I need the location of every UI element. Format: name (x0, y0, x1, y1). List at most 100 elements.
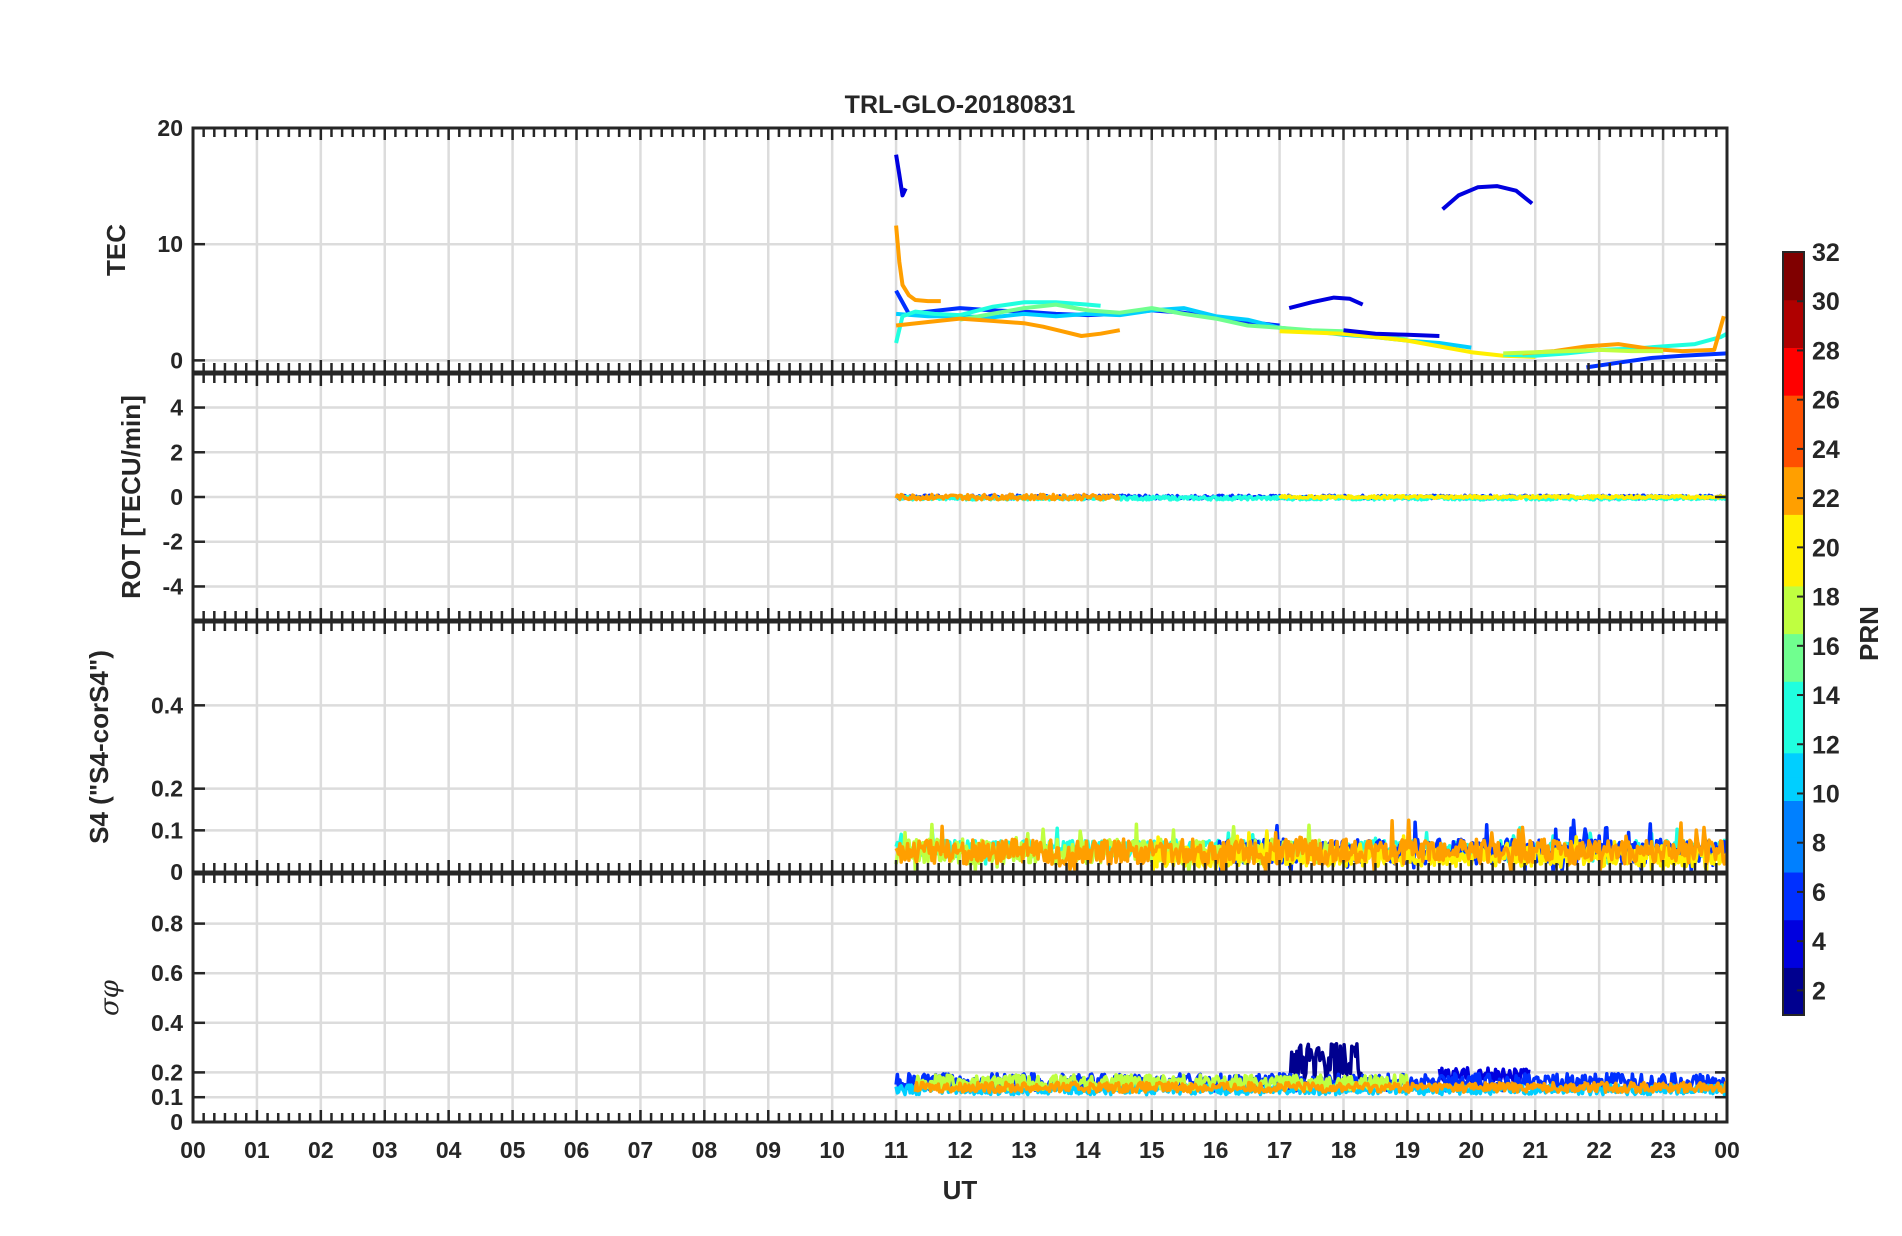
x-tick-label: 19 (1395, 1137, 1421, 1163)
colorbar-segment (1783, 967, 1804, 992)
series-line-prn-3 (1441, 184, 1534, 211)
series-line-prn-3 (894, 154, 908, 198)
colorbar-tick-label: 6 (1812, 879, 1826, 907)
colorbar-segment (1783, 800, 1804, 825)
y-tick-label: 0.4 (151, 692, 183, 718)
series-line-prn-23 (894, 492, 1121, 502)
y-tick-label: 0 (170, 484, 183, 510)
series-line-prn-23 (894, 818, 1727, 872)
series-line-prn-2 (1287, 1042, 1364, 1088)
colorbar-tick-label: 16 (1812, 633, 1840, 661)
colorbar-segment (1783, 585, 1804, 611)
series-line-prn-14 (894, 300, 1101, 344)
colorbar-segment (1783, 895, 1804, 921)
x-tick-label: 05 (500, 1137, 526, 1163)
x-tick-label: 02 (308, 1137, 334, 1163)
y-tick-label: 0.8 (151, 911, 183, 937)
y-tick-label: 0.6 (151, 960, 183, 986)
colorbar-segment (1783, 418, 1804, 444)
tec-panel: 0 10 20 TEC (101, 115, 1729, 374)
series-line-prn-18 (1503, 347, 1664, 356)
colorbar-segment (1783, 609, 1804, 635)
y-axis-label: TEC (101, 224, 131, 276)
colorbar-segment (1783, 776, 1804, 802)
y-tick-label: 0.4 (151, 1010, 183, 1036)
colorbar-segment (1783, 561, 1804, 587)
y-tick-label: 0.1 (151, 817, 183, 843)
x-tick-label: 23 (1650, 1137, 1676, 1163)
colorbar-segment (1783, 919, 1804, 945)
colorbar-segment (1783, 943, 1804, 968)
colorbar-tick-label: 28 (1812, 337, 1840, 365)
colorbar-segment (1783, 490, 1804, 515)
colorbar-segment (1783, 275, 1804, 301)
series-line-prn-20 (1278, 493, 1727, 501)
series-line-prn-20 (1279, 329, 1536, 359)
x-tick-label: 17 (1267, 1137, 1293, 1163)
colorbar-segment (1783, 633, 1804, 658)
colorbar-segment (1783, 442, 1804, 468)
colorbar-segment (1783, 991, 1804, 1016)
colorbar-tick-label: 24 (1812, 436, 1840, 464)
x-tick-label: 01 (244, 1137, 270, 1163)
colorbar-segment (1783, 395, 1804, 420)
y-axis-label: S4 ("S4-corS4") (84, 650, 114, 844)
sigma-phi-panel: 0.8 0.6 0.4 0.20.10 σφ (95, 872, 1729, 1135)
colorbar-segment (1783, 323, 1804, 348)
x-tick-label: 15 (1139, 1137, 1165, 1163)
y-tick-label: 0.1 (151, 1084, 183, 1110)
x-tick-label: 04 (436, 1137, 462, 1163)
y-axis-label: ROT [TECU/min] (116, 395, 146, 599)
colorbar-tick-label: 18 (1812, 584, 1840, 612)
x-tick-label: 08 (692, 1137, 718, 1163)
colorbar-segment (1783, 728, 1804, 754)
y-tick-label: 4 (170, 395, 183, 421)
colorbar-tick-label: 20 (1812, 534, 1840, 562)
x-axis-tick-labels: 00 01 02 03 04 05 06 07 08 09 10 11 12 13 14 15 16 17 18 19… (180, 1137, 1740, 1163)
colorbar-segment (1783, 466, 1804, 492)
colorbar-segment (1783, 347, 1804, 372)
x-tick-label: 00 (180, 1137, 206, 1163)
colorbar-tick-label: 22 (1812, 485, 1840, 513)
x-tick-label: 10 (819, 1137, 845, 1163)
x-tick-label: 21 (1522, 1137, 1548, 1163)
colorbar-segment (1783, 752, 1804, 778)
series-group (894, 1042, 1727, 1097)
colorbar-tick-label: 8 (1812, 830, 1826, 858)
y-axis-label: σφ (95, 979, 125, 1016)
colorbar-tick-label: 4 (1812, 928, 1826, 956)
series-group (894, 154, 1727, 370)
rot-panel: 4 2 0 -2 -4 ROT [TECU/min] (116, 372, 1729, 622)
x-tick-label: 22 (1586, 1137, 1612, 1163)
series-line-prn-23 (895, 316, 1121, 338)
y-tick-label: -2 (163, 529, 183, 555)
series-line-prn-13 (1503, 331, 1727, 358)
x-tick-label: 14 (1075, 1137, 1101, 1163)
colorbar-segment (1783, 848, 1804, 873)
colorbar-tick-label: 12 (1812, 731, 1840, 759)
x-tick-label: 09 (755, 1137, 781, 1163)
series-line-prn-23 (913, 1080, 1727, 1094)
y-tick-label: 0.2 (151, 776, 183, 802)
colorbar-tick-label: 10 (1812, 780, 1840, 808)
x-tick-label: 18 (1331, 1137, 1357, 1163)
s4-panel: 0.4 0.2 0.1 0 S4 ("S4-corS4") (84, 620, 1729, 885)
x-tick-label: 16 (1203, 1137, 1229, 1163)
x-tick-label: 12 (947, 1137, 973, 1163)
x-tick-label: 20 (1459, 1137, 1485, 1163)
y-tick-label: 0 (170, 859, 183, 885)
colorbar-tick-label: 14 (1812, 682, 1840, 710)
x-tick-label: 07 (628, 1137, 654, 1163)
x-tick-label: 03 (372, 1137, 398, 1163)
x-tick-label: 13 (1011, 1137, 1037, 1163)
y-tick-label: 0 (170, 347, 183, 373)
colorbar-label: PRN (1854, 606, 1884, 661)
colorbar-segment (1783, 538, 1804, 563)
colorbar-segment (1783, 299, 1804, 325)
y-tick-label: -4 (163, 573, 184, 599)
colorbar-tick-label: 32 (1812, 239, 1840, 267)
y-tick-label: 0 (170, 1109, 183, 1135)
colorbar-segment (1783, 252, 1804, 277)
